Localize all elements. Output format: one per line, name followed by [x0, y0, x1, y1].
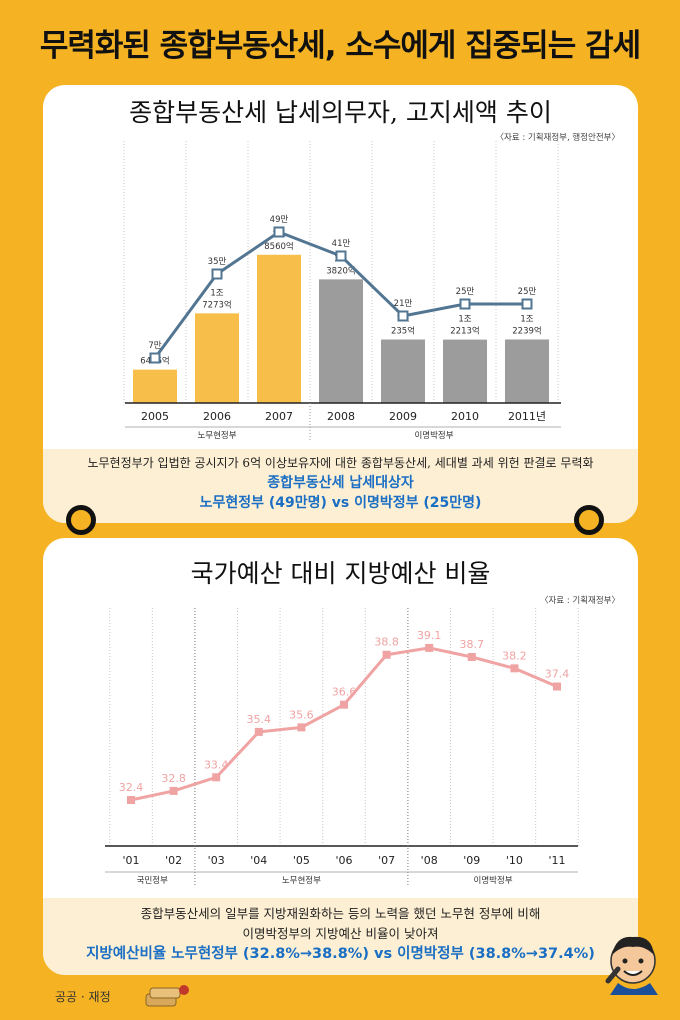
bar-value-label: 235억 — [391, 326, 415, 337]
bar — [443, 339, 487, 403]
line-marker — [510, 664, 519, 673]
chart2-caption-line-3: 지방예산비율 노무현정부 (32.8%→38.8%) vs 이명박정부 (38.… — [86, 946, 595, 962]
x-tick-label: '06 — [335, 854, 352, 867]
bar — [319, 279, 363, 403]
bar — [133, 369, 177, 403]
period-label: 노무현정부 — [197, 430, 236, 441]
x-tick-label: '05 — [293, 854, 310, 867]
bar-value-label: 3820억 — [326, 265, 355, 276]
chart1-caption: 노무현정부가 입법한 공시지가 6억 이상보유자에 대한 종합부동산세, 세대별… — [43, 449, 638, 523]
line-value-label: 38.2 — [502, 649, 527, 662]
chart1-card: 종합부동산세 납세의무자, 고지세액 추이 〈자료 : 기획재정부, 행정안전부… — [43, 85, 638, 523]
line-marker — [382, 650, 391, 659]
chart2-svg: '01 '02 '03 '04 '05 '06 '07 '08 '09 '10 '11 국민정부 노무현… — [105, 608, 579, 886]
period-label: 국민정부 — [137, 875, 168, 886]
line-value-label: 41만 — [332, 239, 351, 249]
chart1-caption-line-2: 종합부동산세 납세대상자 — [267, 475, 414, 491]
chart1-caption-line-1: 노무현정부가 입법한 공시지가 6억 이상보유자에 대한 종합부동산세, 세대별… — [87, 456, 594, 470]
x-tick-label: '08 — [421, 854, 438, 867]
bar — [195, 313, 239, 403]
chart2-caption-line-1: 종합부동산세의 일부를 지방재원화하는 등의 노력을 했던 노무현 정부에 비해 — [140, 906, 541, 921]
x-tick-label: 2011년 — [508, 410, 546, 423]
bar — [257, 254, 301, 403]
x-tick-label: '11 — [548, 854, 565, 867]
bar — [505, 339, 549, 403]
line-value-label: 39.1 — [417, 629, 442, 642]
line-marker — [211, 268, 223, 280]
bar-value-label: 2239억 — [512, 325, 541, 336]
chart2-caption: 종합부동산세의 일부를 지방재원화하는 등의 노력을 했던 노무현 정부에 비해… — [43, 898, 638, 975]
line-marker — [467, 652, 476, 661]
line-value-label: 38.7 — [460, 638, 485, 651]
chart1-svg: 6426억1조7273억2조8560억2조3820억1조235억1조2213억1… — [123, 141, 561, 441]
chart2-source: 〈자료 : 기획재정부〉 — [539, 596, 620, 606]
x-tick-label: 2008 — [327, 410, 355, 423]
binder-ring-right — [574, 505, 604, 535]
line-value-label: 35.6 — [289, 708, 314, 721]
mascot-icon — [605, 936, 658, 995]
line-value-label: 33.4 — [204, 758, 229, 771]
line-value-label: 32.8 — [161, 772, 186, 785]
chart2-title: 국가예산 대비 지방예산 비율 — [190, 559, 491, 588]
line-marker — [127, 796, 135, 804]
binder-ring-left — [66, 505, 96, 535]
line-value-label: 49만 — [270, 215, 289, 225]
chart1-caption-line-3: 노무현정부 (49만명) vs 이명박정부 (25만명) — [199, 495, 482, 511]
x-tick-label: '03 — [208, 854, 225, 867]
line-marker — [521, 298, 533, 310]
line-value-label: 36.6 — [332, 686, 357, 699]
footer-label: 공공 · 재정 — [55, 990, 111, 1004]
chart2-card: 국가예산 대비 지방예산 비율 〈자료 : 기획재정부〉 '01'02'03'0… — [43, 538, 638, 975]
line-value-label: 21만 — [394, 299, 413, 309]
x-tick-label: '02 — [165, 854, 182, 867]
period-label: 이명박정부 — [474, 875, 513, 886]
line-marker — [425, 643, 434, 652]
x-tick-label: 2009 — [389, 410, 417, 423]
line-marker — [553, 682, 561, 691]
line-value-label: 37.4 — [545, 668, 570, 681]
main-title: 무력화된 종합부동산세, 소수에게 집중되는 감세 — [39, 28, 641, 64]
bar-value-label: 7273억 — [202, 299, 231, 310]
chart1-source: 〈자료 : 기획재정부, 행정안전부〉 — [495, 133, 620, 143]
line-marker — [335, 250, 347, 262]
coins-icon — [145, 985, 189, 1007]
line-marker — [297, 723, 306, 732]
bar-value-label: 1조 — [520, 314, 533, 324]
line-value-label: 35만 — [208, 257, 227, 267]
line-marker — [459, 298, 471, 310]
line-series — [130, 646, 558, 802]
line-value-label: 38.8 — [374, 636, 399, 649]
x-tick-label: 2006 — [203, 410, 231, 423]
line-marker — [254, 727, 263, 736]
chart2-caption-line-2: 이명박정부의 지방예산 비율이 낮아져 — [242, 926, 439, 941]
line-value-label: 25만 — [518, 287, 537, 297]
line-value-label: 25만 — [456, 287, 475, 297]
bar-value-label: 1조 — [458, 315, 471, 325]
line-value-label: 32.4 — [119, 781, 144, 794]
x-tick-label: 2005 — [141, 410, 169, 423]
period-label: 노무현정부 — [282, 875, 321, 886]
line-marker — [212, 773, 221, 782]
line-value-label: 7만 — [148, 341, 161, 351]
bar — [381, 339, 425, 403]
bar-value-label: 8560억 — [264, 241, 293, 252]
line-marker — [273, 226, 285, 238]
line-marker — [340, 700, 348, 709]
x-tick-label: '10 — [506, 854, 523, 867]
x-tick-label: '09 — [463, 854, 480, 867]
line-value-label: 35.4 — [247, 713, 271, 726]
bar-value-label: 2213억 — [450, 326, 479, 337]
line-marker — [169, 786, 178, 795]
x-tick-label: 2007 — [265, 410, 293, 423]
period-label: 이명박정부 — [414, 430, 453, 441]
x-tick-label: '01 — [122, 854, 139, 867]
line-marker — [397, 310, 409, 322]
x-tick-label: '04 — [250, 854, 267, 867]
x-tick-label: 2010 — [451, 410, 479, 423]
chart1-title: 종합부동산세 납세의무자, 고지세액 추이 — [129, 98, 552, 127]
bar-value-label: 1조 — [210, 288, 223, 298]
x-tick-label: '07 — [378, 854, 395, 867]
line-marker — [149, 352, 161, 364]
